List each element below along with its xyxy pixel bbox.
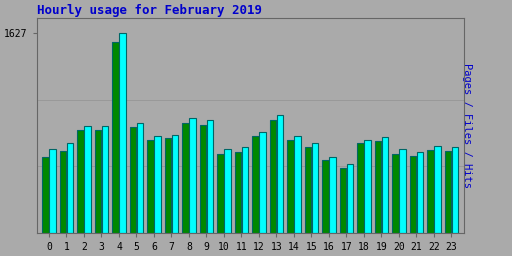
- Bar: [147, 140, 154, 233]
- Bar: [294, 136, 301, 233]
- Bar: [234, 152, 241, 233]
- Bar: [59, 151, 66, 233]
- Bar: [242, 147, 248, 233]
- Bar: [217, 154, 224, 233]
- Bar: [287, 140, 294, 233]
- Bar: [276, 115, 283, 233]
- Bar: [381, 137, 388, 233]
- Bar: [357, 143, 364, 233]
- Bar: [200, 125, 206, 233]
- Bar: [392, 154, 399, 233]
- Bar: [77, 130, 84, 233]
- Bar: [259, 132, 266, 233]
- Bar: [347, 164, 353, 233]
- Bar: [207, 120, 214, 233]
- Bar: [452, 147, 458, 233]
- Bar: [67, 143, 73, 233]
- Bar: [270, 120, 276, 233]
- Bar: [410, 156, 416, 233]
- Bar: [95, 130, 101, 233]
- Bar: [312, 143, 318, 233]
- Bar: [189, 118, 196, 233]
- Bar: [252, 136, 259, 233]
- Bar: [112, 42, 119, 233]
- Bar: [434, 146, 441, 233]
- Bar: [364, 140, 371, 233]
- Bar: [322, 161, 329, 233]
- Bar: [119, 33, 126, 233]
- Bar: [42, 157, 49, 233]
- Bar: [49, 150, 56, 233]
- Bar: [329, 157, 336, 233]
- Bar: [427, 150, 434, 233]
- Bar: [305, 147, 311, 233]
- Bar: [172, 135, 178, 233]
- Bar: [339, 168, 346, 233]
- Bar: [101, 126, 108, 233]
- Bar: [130, 127, 136, 233]
- Bar: [399, 150, 406, 233]
- Bar: [224, 150, 231, 233]
- Bar: [182, 123, 189, 233]
- Bar: [375, 141, 381, 233]
- Bar: [137, 123, 143, 233]
- Bar: [165, 138, 171, 233]
- Bar: [154, 136, 161, 233]
- Bar: [84, 126, 91, 233]
- Text: Hourly usage for February 2019: Hourly usage for February 2019: [37, 4, 262, 17]
- Bar: [417, 152, 423, 233]
- Y-axis label: Pages / Files / Hits: Pages / Files / Hits: [462, 63, 472, 188]
- Bar: [444, 151, 451, 233]
